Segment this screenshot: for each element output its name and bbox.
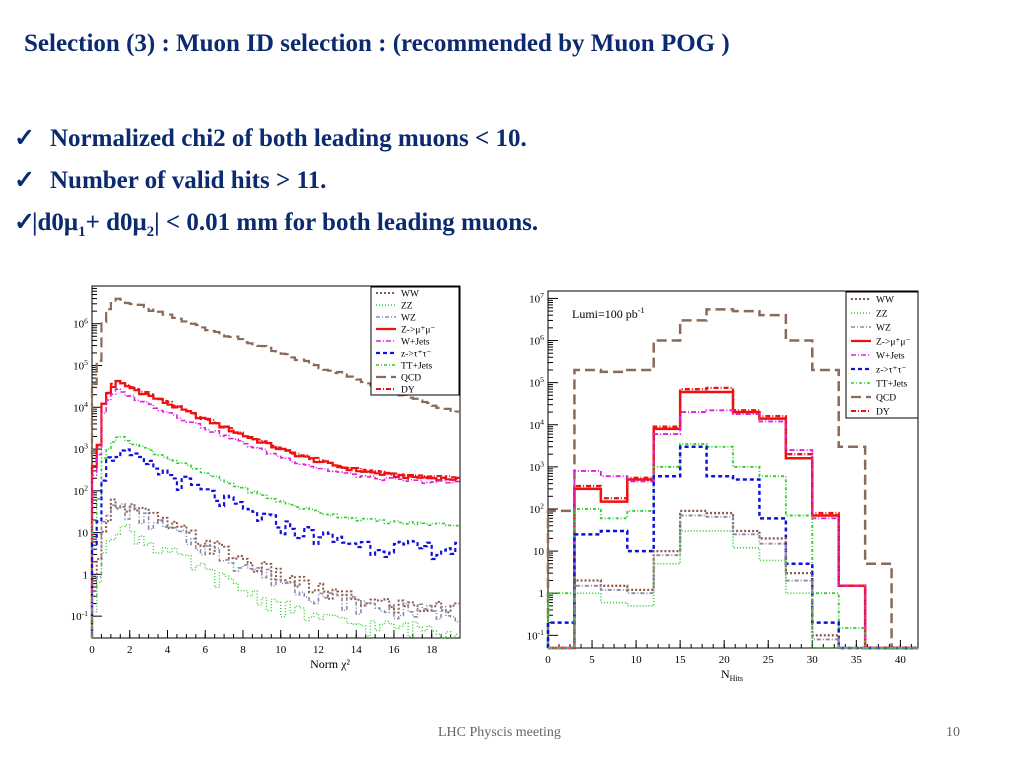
x-tick-label: 35 [851,654,863,666]
series-ttjets [91,436,460,638]
legend-entry: z->τ⁺τ⁻ [401,350,431,360]
legend-entry: QCD [401,374,421,384]
legend-entry: DY [876,408,890,418]
series-ztautau [90,448,460,638]
y-tick-label: 106 [529,333,544,347]
bullet-text: Normalized chi2 of both leading muons < … [50,125,527,152]
series-ww [91,498,460,638]
x-tick-label: 20 [719,654,731,666]
x-tick-label: 10 [631,654,643,666]
x-tick-label: 40 [895,654,907,666]
legend-entry: W+Jets [876,352,905,362]
legend-entry: WW [876,296,894,306]
legend-entry: QCD [876,394,896,404]
series-wjets [91,388,460,638]
slide-title: Selection (3) : Muon ID selection : (rec… [24,30,730,57]
legend-entry: DY [401,386,415,396]
x-tick-label: 6 [202,644,208,656]
lumi-annotation: Lumi=100 pb-1 [572,306,645,321]
legend-entry: W+Jets [401,338,430,348]
x-axis-label: NHits [721,667,743,683]
plot-frame [547,290,919,649]
bullet-list: ✓ Normalized chi2 of both leading muons … [14,118,538,253]
y-tick-label: 105 [73,358,88,372]
y-tick-label: 10 [77,528,89,540]
y-tick-label: 104 [73,400,88,414]
y-tick-label: 102 [73,483,88,497]
series-wjets [548,409,918,649]
page-number: 10 [946,725,960,740]
chi2-histogram: 0 2 4 6 8 10 12 14 16 18 10-1 1 10 102 103 104 105 106 Nor… [71,285,461,671]
series-qcd [546,308,918,650]
x-tick-label: 8 [240,644,246,656]
legend-entry: Z->μ⁺μ⁻ [401,326,436,336]
y-tick-label: 103 [529,459,544,473]
checkmark-icon: ✓ [14,125,35,152]
x-tick-label: 14 [351,644,363,656]
y-tick-label: 1 [83,569,89,581]
y-tick-label: 104 [529,417,544,431]
y-tick-label: 1 [539,588,545,600]
x-tick-label: 5 [589,654,595,666]
series-zz [91,524,460,639]
y-tick-label: 106 [73,316,88,330]
x-tick-label: 18 [426,644,438,656]
series-wz [91,503,460,638]
series-zz [548,530,918,649]
x-tick-label: 30 [807,654,819,666]
legend-entry: ZZ [876,310,888,320]
x-axis-label: Norm χ² [310,657,350,671]
y-tick-label: 102 [529,502,544,516]
legend-entry: z->τ⁺τ⁻ [876,366,906,376]
y-tick-label: 103 [73,442,88,456]
nhits-histogram: 0 5 10 15 20 25 30 35 40 10-1 1 10 102 103 104 105 106 10… [512,290,919,683]
bullet-item: ✓ |d0μ1+ d0μ2| < 0.01 mm for both leadin… [14,202,538,253]
bullet-text: |d0μ1+ d0μ2| < 0.01 mm for both leading … [32,209,539,240]
y-tick-label: 105 [529,375,544,389]
legend-entry: WZ [401,314,416,324]
series-ztautau [546,445,918,650]
x-tick-label: 15 [675,654,687,666]
bullet-item: ✓ Normalized chi2 of both leading muons … [14,118,538,160]
legend-entry: TT+Jets [401,362,433,372]
series-dy [91,380,460,638]
x-tick-label: 4 [165,644,171,656]
series-ww [548,509,918,650]
legend-entry: WZ [876,324,891,334]
x-tick-label: 16 [388,644,400,656]
legend-entry: TT+Jets [876,380,908,390]
legend-entry: Z->μ⁺μ⁻ [876,338,911,348]
x-tick-label: 0 [89,644,95,656]
x-tick-label: 25 [763,654,775,666]
x-tick-label: 10 [275,644,287,656]
series-ttjets [547,443,918,649]
legend-entry: ZZ [401,302,413,312]
x-tick-label: 0 [545,654,551,666]
y-tick-label: 107 [529,291,544,305]
checkmark-icon: ✓ [14,209,35,236]
y-axis-label: Events/3.0 [512,444,513,495]
bullet-text: Number of valid hits > 11. [50,167,327,194]
x-tick-label: 2 [127,644,133,656]
y-tick-label: 10 [533,546,545,558]
series-zmumu [90,379,460,638]
series-wz [548,514,918,649]
x-tick-label: 12 [313,644,324,656]
y-tick-label: 10-1 [527,628,545,642]
bullet-item: ✓ Number of valid hits > 11. [14,160,538,202]
series-qcd [90,297,460,638]
y-tick-label: 10-1 [71,609,89,623]
footer-text: LHC Physcis meeting [438,725,561,740]
legend-entry: WW [401,290,419,300]
checkmark-icon: ✓ [14,167,35,194]
